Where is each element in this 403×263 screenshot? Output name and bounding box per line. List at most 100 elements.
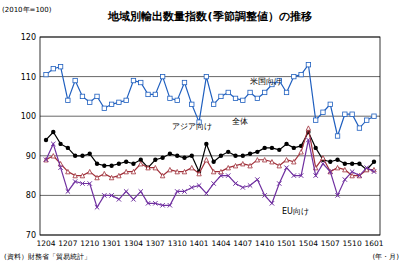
marker (350, 162, 354, 166)
marker (58, 165, 62, 169)
marker (211, 102, 215, 106)
marker (117, 197, 121, 201)
marker (88, 152, 92, 156)
marker (365, 165, 369, 169)
x-tick-label: 1307 (146, 239, 165, 248)
x-tick-label: 1204 (36, 239, 55, 248)
marker (350, 112, 354, 116)
marker (372, 114, 376, 118)
marker (248, 152, 252, 156)
x-tick-label: 1207 (58, 239, 77, 248)
marker (66, 169, 70, 173)
marker (102, 164, 106, 168)
marker (219, 94, 223, 98)
marker (262, 158, 266, 162)
marker (109, 175, 113, 179)
x-tick-label: 1504 (299, 239, 318, 248)
marker (335, 165, 339, 169)
marker (182, 80, 186, 84)
marker (182, 189, 186, 193)
marker (219, 169, 223, 173)
marker (313, 118, 317, 122)
marker (190, 185, 194, 189)
marker (95, 175, 99, 179)
marker (124, 98, 128, 102)
marker (270, 146, 274, 150)
x-tick-label: 1404 (211, 239, 230, 248)
marker (255, 158, 259, 162)
y-tick-label: 100 (21, 112, 36, 121)
marker (102, 171, 106, 175)
marker (204, 191, 208, 195)
marker (321, 156, 325, 160)
marker (277, 148, 281, 152)
marker (219, 154, 223, 158)
marker (139, 162, 143, 166)
marker (44, 158, 48, 162)
x-tick-label: 1507 (321, 239, 340, 248)
marker (226, 173, 230, 177)
marker (357, 173, 361, 177)
marker (190, 154, 194, 158)
marker (80, 181, 84, 185)
marker (168, 152, 172, 156)
marker (313, 173, 317, 177)
marker (117, 100, 121, 104)
marker (219, 173, 223, 177)
marker (80, 94, 84, 98)
marker (292, 74, 296, 78)
marker (328, 160, 332, 164)
marker (182, 156, 186, 160)
marker (211, 160, 215, 164)
marker (270, 201, 274, 205)
series-label: EU向け (282, 207, 309, 216)
series-label: 全体 (232, 117, 248, 126)
marker (124, 169, 128, 173)
marker (44, 72, 48, 76)
marker (95, 162, 99, 166)
marker (204, 142, 208, 146)
marker (153, 201, 157, 205)
marker (160, 74, 164, 78)
y-label: (2010年=100) (2, 6, 52, 14)
marker (226, 150, 230, 154)
marker (292, 146, 296, 150)
y-tick-label: 80 (26, 191, 36, 200)
marker (109, 102, 113, 106)
marker (313, 146, 317, 150)
marker (211, 181, 215, 185)
marker (343, 162, 347, 166)
marker (343, 167, 347, 171)
marker (131, 197, 135, 201)
marker (321, 110, 325, 114)
marker (335, 158, 339, 162)
marker (58, 65, 62, 69)
marker (146, 165, 150, 169)
marker (146, 165, 150, 169)
y-tick-label: 110 (21, 73, 36, 82)
marker (299, 150, 303, 154)
marker (66, 98, 70, 102)
marker (124, 189, 128, 193)
marker (284, 165, 288, 169)
marker (365, 118, 369, 122)
marker (343, 112, 347, 116)
marker (131, 162, 135, 166)
marker (357, 173, 361, 177)
marker (262, 90, 266, 94)
marker (197, 171, 201, 175)
marker (292, 160, 296, 164)
marker (328, 102, 332, 106)
marker (372, 160, 376, 164)
marker (146, 92, 150, 96)
chart: 地域別輸出数量指数(季節調整値）の推移(2010年=100)7080901001… (0, 0, 403, 263)
marker (299, 72, 303, 76)
plot-frame (40, 37, 380, 235)
marker (190, 102, 194, 106)
marker (241, 185, 245, 189)
marker (73, 173, 77, 177)
y-tick-label: 70 (26, 231, 36, 240)
marker (88, 100, 92, 104)
marker (44, 158, 48, 162)
marker (182, 169, 186, 173)
